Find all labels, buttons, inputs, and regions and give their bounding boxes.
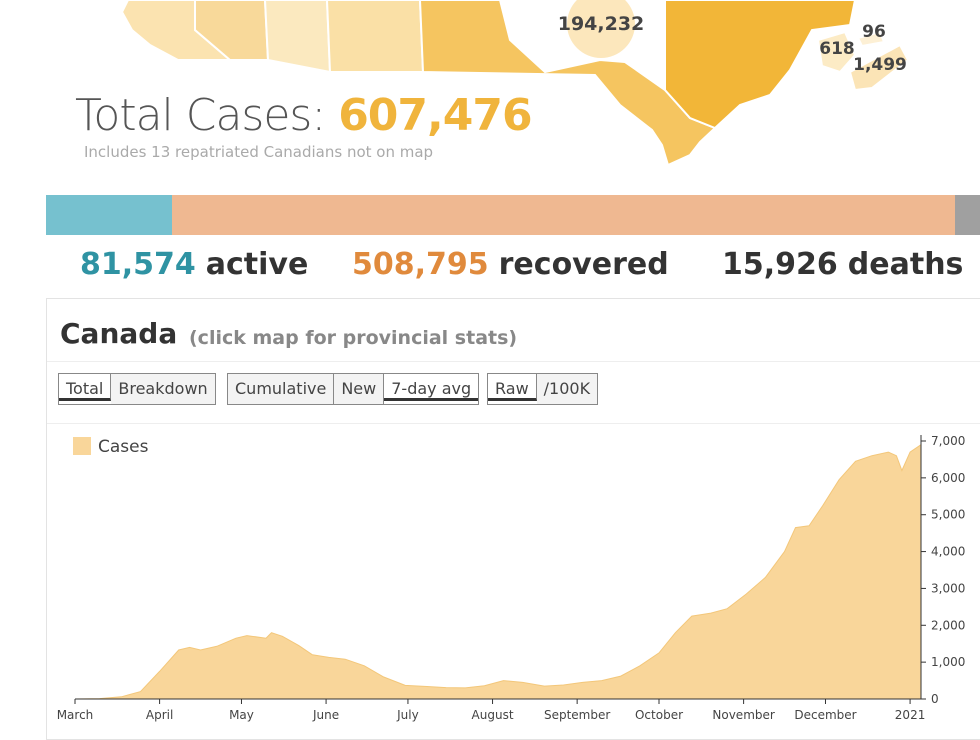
- deaths-label: deaths: [847, 247, 964, 282]
- recovered-segment: [171, 195, 956, 235]
- chart-panel: Canada (click map for provincial stats) …: [46, 298, 980, 740]
- province-quebec[interactable]: [664, 0, 857, 130]
- total-cases-prefix: Total Cases:: [75, 90, 326, 141]
- province-saskatchewan[interactable]: [263, 0, 332, 74]
- x-tick-label: March: [57, 708, 94, 722]
- deaths-stat: 15,926 deaths: [722, 247, 963, 282]
- legend-swatch: [73, 437, 91, 455]
- x-tick-label: 2021: [895, 708, 926, 722]
- cases-area-chart[interactable]: Cases March April May June July August Septemb…: [47, 299, 980, 733]
- raw-button[interactable]: Raw: [488, 374, 537, 401]
- ontario-cases-label: 194,232: [558, 13, 645, 35]
- chart-divider: [47, 423, 980, 424]
- active-stat: 81,574 active: [80, 247, 308, 282]
- cumulative-button[interactable]: Cumulative: [228, 374, 335, 404]
- x-tick-label: July: [396, 708, 419, 722]
- legend-label: Cases: [98, 437, 149, 457]
- x-tick-label: December: [794, 708, 856, 722]
- x-tick-label: September: [544, 708, 610, 722]
- metric-toggle-group: Cumulative New 7-day avg: [227, 373, 480, 405]
- pei-cases-label: 96: [862, 22, 886, 42]
- province-manitoba[interactable]: [325, 0, 425, 73]
- y-tick-label: 7,000: [931, 434, 965, 448]
- x-tick-label: October: [635, 708, 683, 722]
- per-100k-button[interactable]: /100K: [536, 374, 598, 404]
- y-tick-label: 4,000: [931, 545, 965, 559]
- total-cases-heading: Total Cases: 607,476: [75, 88, 533, 144]
- total-button[interactable]: Total: [59, 374, 112, 401]
- recovered-count: 508,795: [352, 247, 489, 282]
- breakdown-button[interactable]: Breakdown: [111, 374, 215, 404]
- y-tick-label: 1,000: [931, 655, 965, 669]
- panel-title: Canada: [60, 317, 178, 350]
- panel-header: Canada (click map for provincial stats): [47, 299, 980, 362]
- plot-area: March April May June July August September Octo…: [57, 434, 966, 722]
- nb-cases-label: 618: [819, 39, 855, 59]
- scale-toggle-group: Raw /100K: [487, 373, 599, 405]
- x-tick-label: April: [146, 708, 173, 722]
- x-tick-label: November: [712, 708, 774, 722]
- repatriated-note: Includes 13 repatriated Canadians not on…: [84, 143, 434, 161]
- chart-legend: Cases: [73, 437, 149, 457]
- total-cases-value: 607,476: [338, 90, 532, 141]
- province-nova-scotia[interactable]: [848, 43, 910, 92]
- y-tick-label: 3,000: [931, 581, 965, 595]
- x-tick-label: June: [312, 708, 339, 722]
- y-tick-label: 2,000: [931, 618, 965, 632]
- x-tick-label: August: [472, 708, 514, 722]
- ns-cases-label: 1,499: [853, 55, 907, 75]
- deaths-count: 15,926: [722, 247, 838, 282]
- active-segment: [46, 195, 172, 235]
- active-count: 81,574: [80, 247, 196, 282]
- panel-hint: (click map for provincial stats): [189, 327, 518, 349]
- province-alberta[interactable]: [194, 0, 270, 61]
- deaths-segment: [955, 195, 980, 235]
- province-pei[interactable]: [856, 30, 886, 48]
- province-ontario[interactable]: [418, 0, 717, 167]
- y-tick-label: 0: [931, 692, 939, 706]
- map-svg: 194,232 618 96 1,499: [120, 0, 910, 167]
- view-toggle-group: Total Breakdown: [58, 373, 216, 405]
- seven-day-avg-button[interactable]: 7-day avg: [384, 374, 479, 401]
- ontario-bubble: [567, 0, 635, 58]
- recovered-stat: 508,795 recovered: [352, 247, 669, 282]
- x-tick-label: May: [229, 708, 254, 722]
- new-button[interactable]: New: [334, 374, 385, 404]
- canada-map[interactable]: 194,232 618 96 1,499: [0, 0, 980, 190]
- cases-area: [74, 443, 922, 700]
- recovered-label: recovered: [498, 247, 669, 282]
- status-proportion-bar: [46, 195, 980, 235]
- province-new-brunswick[interactable]: [816, 30, 857, 74]
- y-tick-label: 5,000: [931, 508, 965, 522]
- y-tick-label: 6,000: [931, 471, 965, 485]
- active-label: active: [205, 247, 309, 282]
